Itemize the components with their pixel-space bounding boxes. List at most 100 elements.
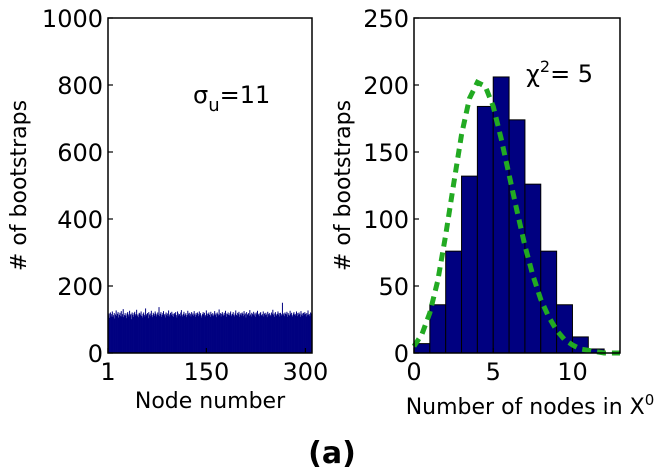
left-bar [272,309,274,353]
left-bar [308,314,310,353]
left-bar [118,314,120,353]
left-bar [232,313,234,353]
left-bar [163,311,164,354]
left-bar [193,315,195,353]
left-bar [195,313,197,353]
left-bar [221,313,223,353]
left-bar [272,315,274,353]
left-bar [174,314,176,353]
left-bar [298,312,300,353]
left-bar [138,317,140,353]
left-bar [242,313,244,353]
left-bar [300,311,302,354]
left-bar [277,311,279,353]
left-bar [159,316,161,353]
left-bar [285,314,287,353]
figure-panel-label: (a) [308,436,356,471]
left-bar [236,315,238,353]
left-bar [166,315,168,353]
left-bar [185,313,187,353]
left-bar [158,307,160,353]
left-bar [271,314,273,353]
left-bar [197,313,199,353]
left-bar [191,312,193,353]
left-bar [136,316,138,353]
left-bar [255,316,257,353]
left-bar [228,314,230,353]
left-bar [113,313,115,353]
left-x-axis-label: Node number [135,389,286,414]
left-bar [200,315,202,353]
left-bar [245,317,247,353]
left-bar [219,314,221,353]
left-bar [278,314,280,353]
left-bar [166,313,168,353]
left-bar [266,317,268,353]
left-bar [133,313,135,353]
left-bar [115,314,117,353]
left-bar [205,315,207,353]
left-bar [229,313,231,353]
left-bar [232,312,234,353]
left-bar [175,315,177,353]
left-bar [129,315,131,353]
left-bar [281,315,283,353]
left-bar [168,314,170,353]
right-x-tick-label: 10 [557,358,588,386]
left-bar [282,315,284,353]
left-bar [125,318,127,353]
left-bar [210,311,212,353]
left-bar [290,312,292,353]
left-bar [208,312,210,353]
left-y-tick-label: 400 [57,206,103,234]
left-bar [242,316,244,353]
left-bar [145,314,147,353]
left-bar [128,316,130,353]
left-bar [151,315,153,353]
left-bar [225,310,227,353]
chi-symbol: χ [526,60,540,88]
left-bar [145,308,147,353]
right-bar [445,250,463,354]
left-bar [235,310,237,353]
left-bar [165,312,167,353]
left-bar [299,314,301,353]
left-y-ticks: 0 200 400 600 800 1000 [42,5,113,368]
left-bar [189,312,191,353]
left-bar [184,314,186,353]
left-bar [196,312,198,353]
left-bar [246,312,248,353]
left-bar [228,315,230,353]
left-bar [253,311,255,353]
left-bar [235,314,237,353]
left-bar [249,314,251,353]
left-bar [192,313,194,353]
left-bar [275,314,277,353]
left-bar [144,316,146,353]
left-bar [175,312,177,353]
left-bar [135,314,137,353]
right-y-tick-label: 0 [394,340,409,368]
left-bar [123,315,125,353]
left-bar [218,309,220,353]
left-bar [132,314,134,353]
right-bars [413,76,605,354]
left-bar [288,315,290,353]
left-bar [283,313,285,353]
left-bar [247,315,249,353]
left-bar [257,310,258,353]
left-bar [246,314,248,353]
left-bar [226,316,228,353]
left-bar [288,314,290,353]
left-bar [237,312,239,353]
left-bar [267,311,269,353]
left-bar [249,310,251,353]
left-bar [155,313,157,353]
left-bar [182,313,184,353]
left-chart: 0 200 400 600 800 1000 1 150 300 Node number # … [7,5,328,414]
left-bar [162,313,164,353]
left-bar [308,314,310,353]
right-y-tick-label: 150 [363,139,409,167]
left-bar [209,316,211,353]
